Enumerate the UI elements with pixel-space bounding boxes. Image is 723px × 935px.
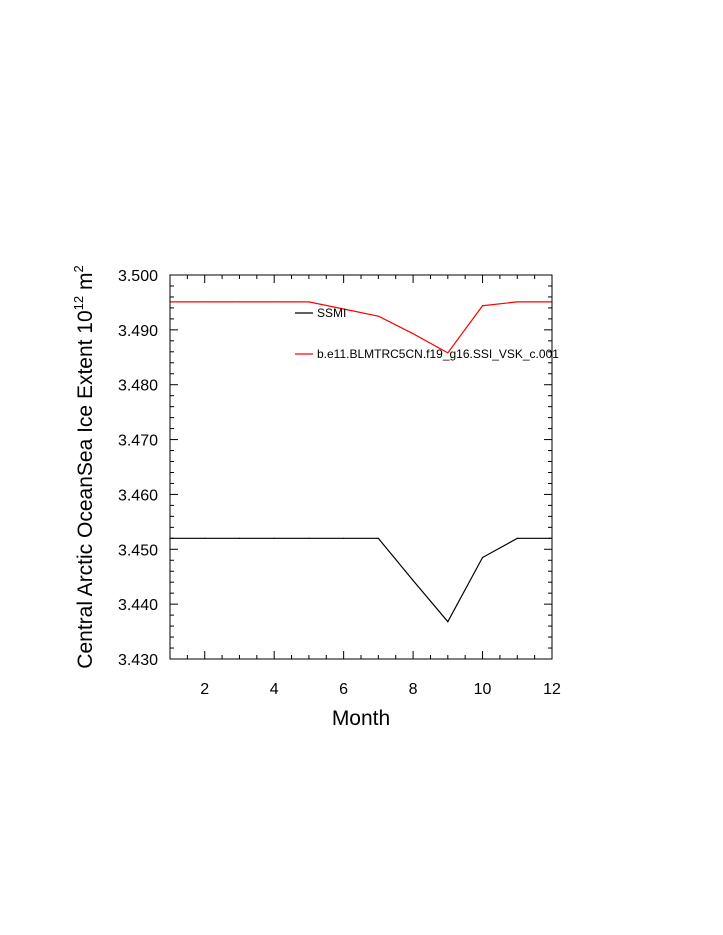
x-tick-label: 12 [543,681,561,698]
x-tick-label: 8 [409,681,418,698]
data-point [343,308,345,310]
x-tick-label: 4 [270,681,279,698]
data-point [481,305,484,307]
y-tick-label: 3.490 [118,323,158,340]
y-axis-title-exponent: 12 [71,296,86,310]
y-axis-title: Central Arctic OceanSea Ice Extent 1012 … [71,265,97,668]
legend-label-0: SSMI [317,306,346,320]
y-axis-title-main: Central Arctic OceanSea Ice Extent 10 [74,310,97,668]
data-point [412,579,414,582]
y-tick-label: 3.470 [118,433,158,450]
data-point [238,301,241,303]
x-tick-label: 6 [339,681,348,698]
y-tick-label: 3.440 [118,597,158,614]
data-point [377,315,379,317]
x-tick-label: 2 [200,681,209,698]
y-tick-label: 3.480 [118,378,158,395]
series-line-0 [170,537,552,623]
y-axis-title-unit: m [74,273,97,296]
data-point [273,537,275,539]
axes-frame: 2 4 6 8 10 12 3.430 3.440 3.450 3.460 3.470 3.480 3.… [118,268,561,698]
y-axis-title-unit-exponent: 2 [71,265,86,272]
data-point [377,537,379,539]
plot-frame [169,274,553,660]
legend: SSMI b.e11.BLMTRC5CN.f19_g16.SSI_VSK_c.00… [295,306,559,361]
legend-label-1: b.e11.BLMTRC5CN.f19_g16.SSI_VSK_c.001 [317,347,559,361]
x-tick-label: 10 [474,681,492,698]
y-tick-label: 3.500 [118,268,158,285]
x-axis-title: Month [332,707,390,730]
y-tick-label: 3.450 [118,542,158,559]
data-point [412,333,414,335]
data-point [516,301,518,303]
y-tick-label: 3.430 [118,652,158,669]
data-point [447,352,449,354]
data-point [204,301,206,303]
data-point [516,537,518,539]
series-line-1 [170,301,552,354]
data-point [308,537,310,539]
data-point [481,556,484,559]
data-point [308,301,310,303]
data-point [447,621,449,623]
data-point [273,301,275,303]
data-point [343,537,345,539]
data-point [238,537,241,539]
y-tick-label: 3.460 [118,487,158,504]
data-point [204,537,206,539]
